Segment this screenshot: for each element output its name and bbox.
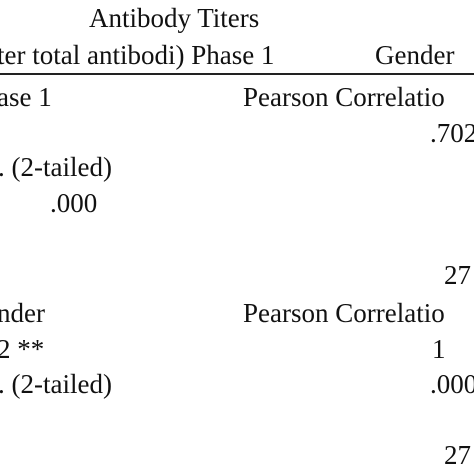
row2-stat-label-pearson: Pearson Correlatio [243,298,445,328]
row2-sig-value: .000 [430,369,474,399]
row2-sig-label: . (2-tailed) [0,369,112,399]
column-header-antibody-phase-1: ter total antibodi) Phase 1 [0,40,275,70]
row1-sig-label: . (2-tailed) [0,152,112,182]
header-rule [0,73,474,75]
table-title: Antibody Titers [89,3,260,33]
row-label-gender: nder [0,298,45,328]
row2-correlation-left: 2 ** [0,334,45,364]
row1-correlation-value: .702 [430,118,474,148]
column-header-gender: Gender [375,40,455,70]
row2-n-value: 27 [444,440,471,470]
row1-stat-label-pearson: Pearson Correlatio [243,82,445,112]
row2-correlation-right: 1 [432,334,446,364]
row-label-phase-1: ase 1 [0,82,52,112]
row1-sig-value: .000 [50,188,98,218]
row1-n-value: 27 [444,260,471,290]
